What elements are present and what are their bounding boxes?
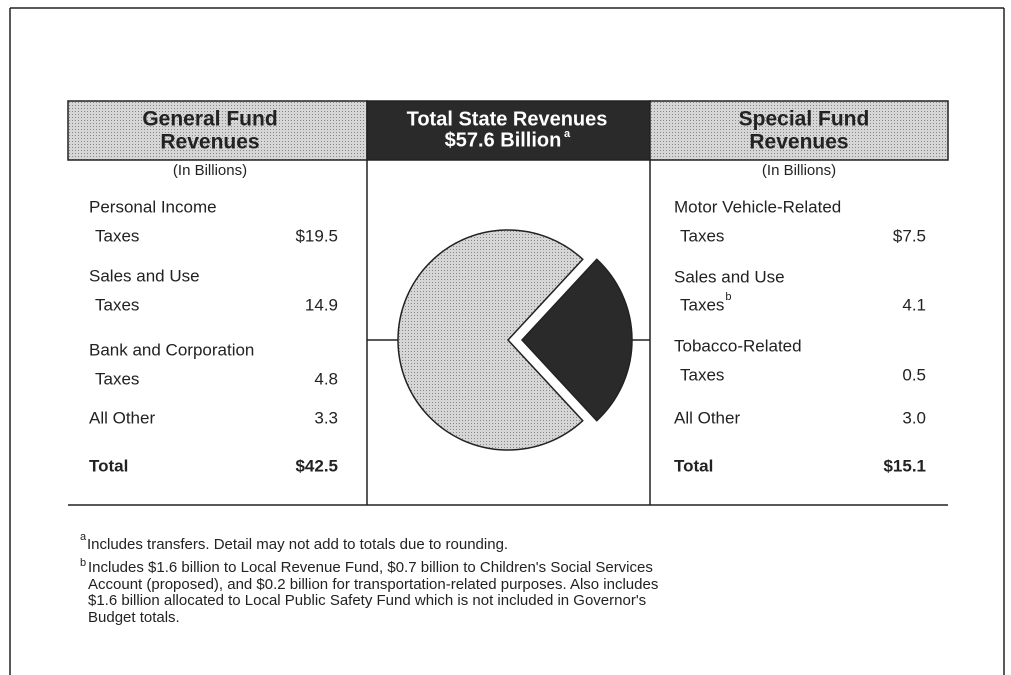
pie-slice	[397, 229, 584, 451]
footnote-mark: b	[80, 557, 86, 569]
footnote: $1.6 billion allocated to Local Public S…	[88, 592, 646, 609]
item-amount: 3.3	[314, 408, 338, 427]
item-label: Tobacco-Related	[674, 336, 802, 355]
special-header-box	[649, 100, 949, 161]
item-label: Taxes	[680, 365, 724, 384]
item-label: Personal Income	[89, 197, 217, 216]
item-label: Bank and Corporation	[89, 340, 254, 359]
total-label: Total	[674, 456, 713, 475]
total-header-box	[366, 100, 651, 161]
item-label: All Other	[674, 408, 740, 427]
superscript: a	[564, 128, 571, 140]
item-label: Taxes	[95, 226, 139, 245]
units: (In Billions)	[762, 162, 836, 179]
header: Special Fund	[739, 108, 870, 131]
item-label: Taxes	[95, 295, 139, 314]
items: Personal Income Taxes $19.5 Sales and Use Ta…	[89, 197, 926, 475]
header: Total State Revenues	[407, 108, 608, 130]
footnote: Includes transfers. Detail may not add t…	[87, 536, 508, 553]
header: General Fund	[142, 108, 277, 131]
footnote: Includes $1.6 billion to Local Revenue F…	[88, 559, 653, 576]
units: (In Billions)	[173, 162, 247, 179]
total-label: Total	[89, 456, 128, 475]
footnote-mark: a	[80, 531, 87, 543]
item-amount: $19.5	[295, 226, 338, 245]
item-label: Taxes	[680, 226, 724, 245]
item-label: Sales and Use	[674, 267, 785, 286]
item-label: Sales and Use	[89, 266, 200, 285]
pie	[397, 229, 633, 451]
pie-slice	[520, 258, 633, 422]
superscript: b	[725, 291, 731, 303]
item-label: Taxes	[680, 295, 724, 314]
item-label: Taxes	[95, 369, 139, 388]
item-amount: $7.5	[893, 226, 926, 245]
item-amount: 0.5	[902, 365, 926, 384]
header: $57.6 Billion	[445, 129, 562, 151]
header: Revenues	[749, 131, 848, 154]
footnote: Budget totals.	[88, 609, 180, 626]
item-label: Motor Vehicle-Related	[674, 197, 841, 216]
header: Revenues	[160, 131, 259, 154]
total-amount: $42.5	[295, 456, 338, 475]
item-amount: 3.0	[902, 408, 926, 427]
footnote: Account (proposed), and $0.2 billion for…	[88, 576, 658, 593]
item-amount: 14.9	[305, 295, 338, 314]
item-amount: 4.8	[314, 369, 338, 388]
item-label: All Other	[89, 408, 155, 427]
total-amount: $15.1	[883, 456, 926, 475]
item-amount: 4.1	[902, 295, 926, 314]
general-header-box	[67, 100, 368, 161]
